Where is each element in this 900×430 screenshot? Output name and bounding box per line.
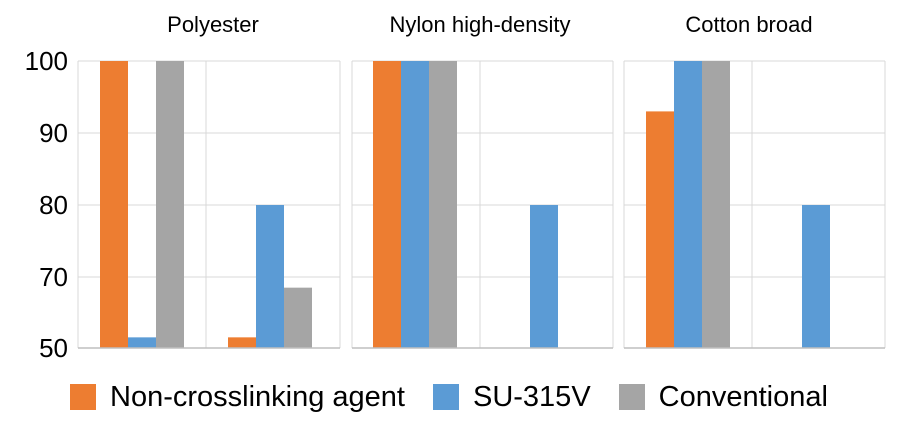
bar bbox=[702, 61, 730, 348]
y-tick-label: 90 bbox=[39, 118, 68, 148]
legend-item-non-crosslinking: Non-crosslinking agent bbox=[70, 381, 405, 414]
legend-swatch-su-315v bbox=[432, 384, 459, 410]
bar bbox=[401, 61, 429, 348]
panel-title: Polyester bbox=[167, 12, 259, 37]
legend-label-su-315v: SU-315V bbox=[472, 380, 591, 413]
legend-item-su-315v: SU-315V bbox=[432, 380, 591, 414]
bar bbox=[128, 337, 156, 348]
legend-label-non-crosslinking: Non-crosslinking agent bbox=[110, 380, 405, 413]
legend-label-conventional: Conventional bbox=[658, 380, 828, 413]
bar bbox=[228, 337, 256, 348]
y-tick-label: 80 bbox=[39, 190, 68, 220]
bar bbox=[530, 205, 558, 348]
bar bbox=[646, 111, 674, 349]
y-tick-label: 50 bbox=[39, 333, 68, 363]
legend-item-conventional: Conventional bbox=[618, 380, 828, 414]
legend-swatch-conventional bbox=[618, 384, 645, 410]
bar bbox=[429, 61, 457, 348]
y-tick-label: 100 bbox=[25, 46, 68, 76]
panel-title: Nylon high-density bbox=[390, 12, 571, 37]
chart-legend: Non-crosslinking agent SU-315V Conventio… bbox=[70, 372, 890, 422]
y-tick-label: 70 bbox=[39, 262, 68, 292]
bar bbox=[284, 287, 312, 348]
bar bbox=[100, 61, 128, 348]
bar-chart: 100 90 80 70 50 Polyester Nylon high-density Co… bbox=[25, 12, 886, 363]
legend-swatch-non-crosslinking bbox=[70, 384, 96, 410]
bar bbox=[802, 205, 830, 348]
panel-title: Cotton broad bbox=[685, 12, 812, 37]
bar bbox=[373, 61, 401, 348]
bar bbox=[156, 61, 184, 348]
bar bbox=[256, 205, 284, 348]
bar bbox=[674, 61, 702, 348]
